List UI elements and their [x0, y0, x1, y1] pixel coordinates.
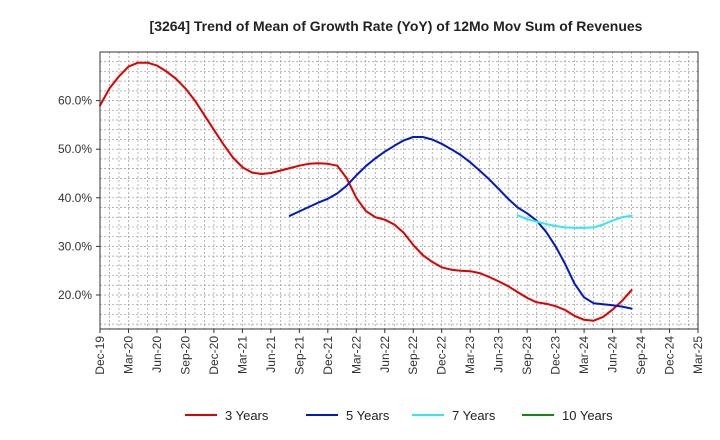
x-tick-label: Jun-24 [606, 336, 620, 373]
chart-title: [3264] Trend of Mean of Growth Rate (YoY… [150, 18, 643, 34]
x-axis: Dec-19 Mar-20 Jun-20 Sep-20 Dec-20 Mar-21 Jun-… [93, 329, 705, 375]
x-tick-label: Mar-21 [235, 336, 249, 374]
x-tick-label: Sep-21 [292, 336, 306, 375]
x-tick-label: Dec-22 [435, 336, 449, 375]
series-line-5-years [288, 136, 633, 310]
x-tick-label: Jun-23 [492, 336, 506, 373]
x-tick-label: Dec-20 [207, 336, 221, 375]
legend-label-10-years: 10 Years [562, 408, 613, 423]
plot-area [100, 52, 698, 329]
plot-frame [99, 51, 699, 330]
x-tick-label: Dec-19 [93, 336, 107, 375]
legend-label-3-years: 3 Years [225, 408, 269, 423]
legend: 3 Years 5 Years 7 Years 10 Years [185, 408, 613, 423]
legend-label-5-years: 5 Years [346, 408, 390, 423]
y-tick-label: 60.0% [58, 94, 92, 108]
x-tick-label: Mar-20 [121, 336, 135, 374]
legend-label-7-years: 7 Years [452, 408, 496, 423]
series-line-3-years [99, 61, 633, 322]
x-tick-label: Jun-21 [264, 336, 278, 373]
x-tick-label: Mar-25 [691, 336, 705, 374]
y-tick-label: 30.0% [58, 239, 92, 253]
x-tick-label: Dec-24 [663, 336, 677, 375]
series-layer [99, 61, 633, 322]
x-tick-label: Dec-23 [549, 336, 563, 375]
x-tick-label: Dec-21 [321, 336, 335, 375]
x-tick-label: Mar-22 [349, 336, 363, 374]
x-tick-label: Sep-20 [178, 336, 192, 375]
y-axis: 20.0% 30.0% 40.0% 50.0% 60.0% [58, 94, 100, 302]
y-tick-label: 50.0% [58, 142, 92, 156]
y-tick-label: 20.0% [58, 288, 92, 302]
x-tick-label: Sep-23 [520, 336, 534, 375]
y-tick-label: 40.0% [58, 191, 92, 205]
x-tick-label: Jun-22 [378, 336, 392, 373]
x-tick-label: Mar-24 [577, 336, 591, 374]
x-tick-label: Sep-22 [406, 336, 420, 375]
x-tick-label: Mar-23 [463, 336, 477, 374]
x-tick-label: Jun-20 [150, 336, 164, 373]
series-line-7-years [516, 214, 633, 229]
x-tick-label: Sep-24 [634, 336, 648, 375]
